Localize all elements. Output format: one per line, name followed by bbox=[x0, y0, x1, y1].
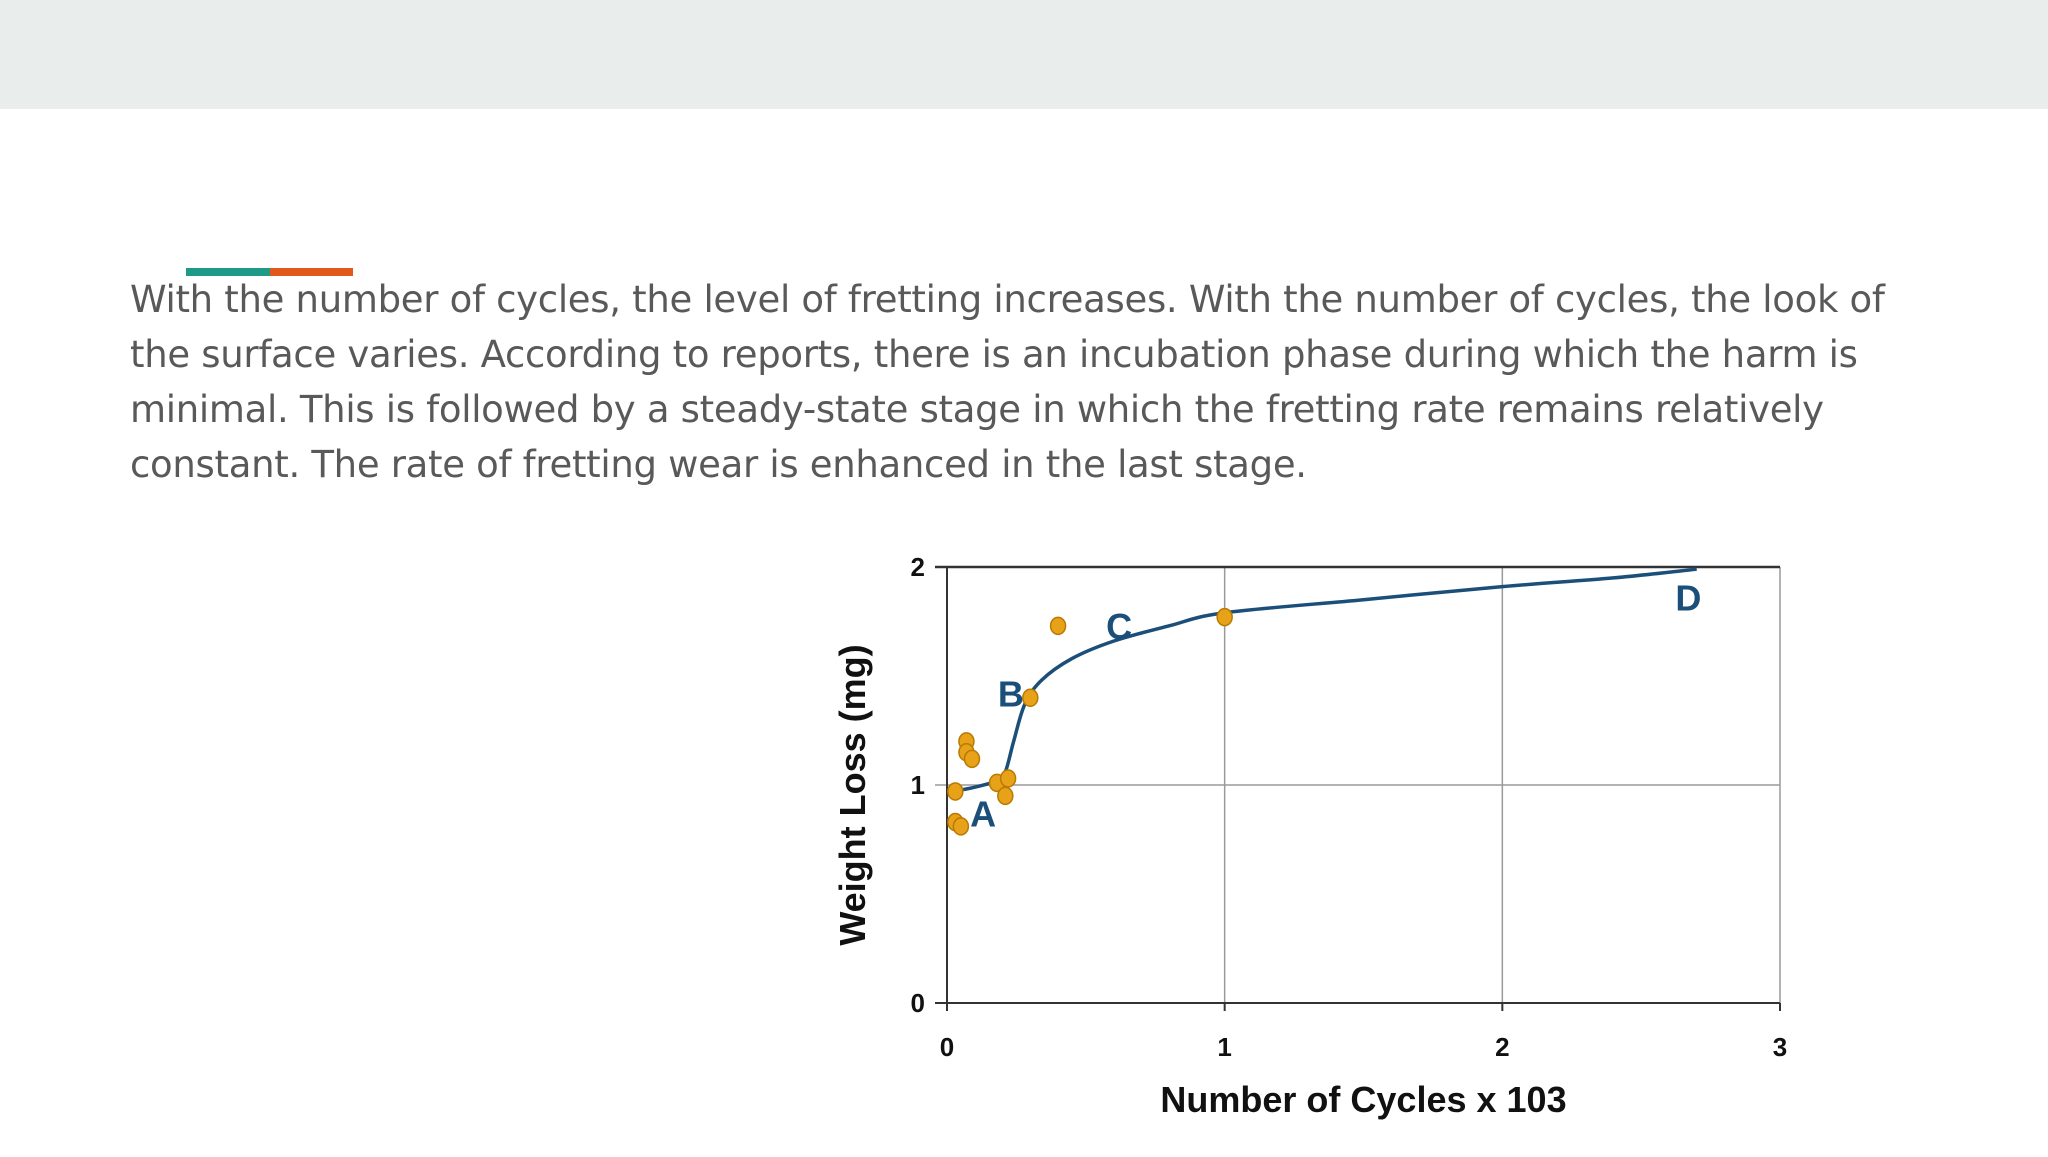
y-tick-label-2: 2 bbox=[911, 552, 925, 582]
chart-labels: 0 1 2 3 0 1 2 Number of Cycles x 103 Weight Loss… bbox=[832, 552, 1787, 1120]
y-axis-title: Weight Loss (mg) bbox=[832, 644, 873, 945]
weight-loss-chart: 0 1 2 3 0 1 2 Number of Cycles x 103 Weight Loss… bbox=[832, 552, 1787, 1120]
stage-label-b: B bbox=[998, 673, 1024, 714]
accent-bar-teal bbox=[186, 268, 270, 276]
data-point bbox=[999, 769, 1017, 788]
y-tick-label-1: 1 bbox=[911, 770, 925, 800]
body-paragraph: With the number of cycles, the level of … bbox=[130, 278, 1885, 486]
x-tick-label-3: 3 bbox=[1773, 1032, 1787, 1062]
accent-bar bbox=[186, 268, 353, 276]
stage-label-d: D bbox=[1675, 578, 1701, 619]
stage-label-c: C bbox=[1106, 606, 1132, 647]
x-tick-label-1: 1 bbox=[1217, 1032, 1231, 1062]
x-tick-label-2: 2 bbox=[1495, 1032, 1509, 1062]
fitted-curve-layer bbox=[952, 567, 1697, 794]
data-point bbox=[947, 782, 964, 801]
y-tick-label-0: 0 bbox=[911, 988, 925, 1018]
data-point bbox=[1216, 607, 1233, 627]
x-tick-label-0: 0 bbox=[940, 1032, 954, 1062]
axes bbox=[935, 567, 1781, 1011]
x-axis-title: Number of Cycles x 103 bbox=[1160, 1079, 1566, 1120]
data-points bbox=[947, 607, 1233, 836]
data-point bbox=[963, 749, 981, 769]
stage-label-a: A bbox=[970, 793, 996, 834]
data-point bbox=[952, 817, 970, 836]
data-point bbox=[1022, 688, 1039, 708]
fitted-curve bbox=[952, 567, 1697, 794]
data-point bbox=[1049, 616, 1067, 636]
header-band bbox=[0, 0, 2048, 109]
chart-area: 0 1 2 3 0 1 2 Number of Cycles x 103 Weight Loss… bbox=[355, 520, 2045, 1152]
data-point bbox=[997, 786, 1014, 806]
accent-bar-orange bbox=[270, 268, 353, 276]
